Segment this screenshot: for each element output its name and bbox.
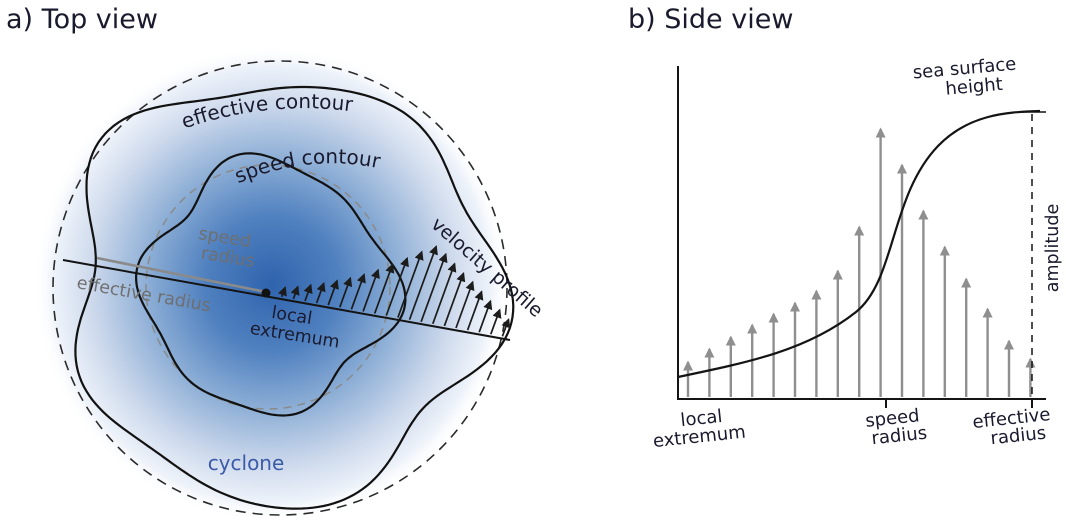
panel-b-title: b) Side view <box>628 4 793 35</box>
speed-radius-dashed-circle <box>145 164 391 410</box>
local-extremum-axis-label: local extremum <box>652 406 747 453</box>
sea-surface-height-curve <box>677 109 1041 379</box>
effective-radius-line <box>62 259 511 341</box>
panel-side-view: b) Side view sea surface height amplitud… <box>628 4 1063 452</box>
cyclone-shading <box>34 46 510 521</box>
cyclone-label: cyclone <box>208 451 285 475</box>
local-extremum-dot <box>261 288 271 298</box>
svg-text:radius: radius <box>871 423 929 450</box>
amplitude-label: amplitude <box>1043 204 1063 292</box>
effective-contour <box>74 85 515 510</box>
speed-contour <box>134 152 407 417</box>
svg-text:radius: radius <box>990 423 1048 450</box>
panel-top-view: a) Top view effective contour speed cont… <box>6 4 547 521</box>
panel-a-title: a) Top view <box>6 4 158 35</box>
speed-radius-axis-label: speed radius <box>864 405 929 450</box>
velocity-profile-arrows <box>278 245 511 337</box>
effective-radius-axis-label: effective radius <box>971 404 1051 450</box>
svg-text:height: height <box>945 74 1004 100</box>
effective-radius-dashed-circle <box>52 60 508 516</box>
velocity-arrows-side <box>682 127 1036 397</box>
sea-surface-height-label: sea surface height <box>912 54 1017 100</box>
svg-text:local: local <box>679 406 723 431</box>
speed-radius-line <box>96 256 267 294</box>
axes <box>677 66 1046 400</box>
svg-text:extremum: extremum <box>652 422 747 453</box>
